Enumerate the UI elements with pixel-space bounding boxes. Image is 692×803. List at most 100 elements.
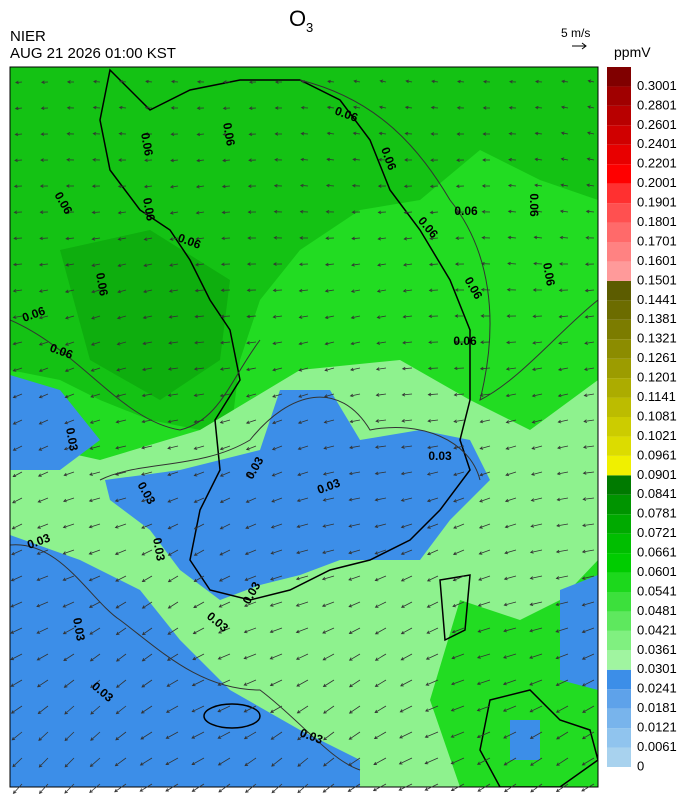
wind-arrow bbox=[374, 601, 387, 608]
wind-arrow bbox=[12, 497, 23, 504]
wind-arrow bbox=[430, 158, 439, 162]
wind-arrow bbox=[502, 679, 517, 686]
wind-arrow bbox=[348, 497, 361, 502]
wind-arrow bbox=[581, 653, 595, 660]
wind-arrow bbox=[218, 601, 231, 608]
wind-arrow bbox=[481, 261, 491, 266]
colorbar-box bbox=[607, 86, 631, 106]
wind-arrow bbox=[479, 445, 491, 450]
wind-arrow bbox=[300, 131, 309, 136]
wind-arrow bbox=[115, 393, 127, 398]
colorbar-label: 0.1801 bbox=[637, 214, 677, 229]
wind-arrow bbox=[426, 497, 439, 503]
wind-arrow bbox=[560, 157, 569, 162]
wind-arrow bbox=[480, 287, 491, 292]
wind-arrow bbox=[506, 340, 517, 345]
wind-arrow bbox=[531, 367, 543, 371]
wind-arrow bbox=[348, 705, 361, 714]
wind-arrow bbox=[247, 236, 256, 240]
wind-arrow bbox=[505, 393, 517, 398]
wind-arrow bbox=[424, 783, 439, 791]
wind-arrow bbox=[529, 627, 543, 633]
wind-arrow bbox=[529, 653, 543, 659]
wind-arrow bbox=[584, 315, 595, 319]
wind-arrow bbox=[529, 731, 543, 739]
colorbar-box bbox=[607, 592, 631, 612]
wind-arrow bbox=[270, 549, 283, 555]
wind-arrow bbox=[246, 262, 257, 266]
wind-arrow bbox=[478, 549, 491, 555]
wind-arrow bbox=[38, 262, 49, 267]
wind-arrow bbox=[10, 627, 23, 634]
colorbar-label: 0.1601 bbox=[637, 253, 677, 268]
wind-arrow bbox=[347, 783, 361, 792]
wind-arrow bbox=[454, 288, 464, 292]
wind-arrow bbox=[322, 653, 335, 661]
wind-arrow bbox=[374, 445, 387, 449]
wind-arrow bbox=[377, 210, 387, 215]
wind-arrow bbox=[482, 106, 491, 110]
wind-arrow bbox=[352, 157, 361, 162]
wind-scale-arrow bbox=[572, 42, 587, 50]
colorbar-box bbox=[607, 475, 631, 495]
wind-arrow bbox=[168, 341, 179, 345]
wind-arrow bbox=[39, 184, 49, 188]
wind-arrow bbox=[193, 601, 205, 608]
colorbar-label: 0.0361 bbox=[637, 642, 677, 657]
contour-label: 0.06 bbox=[220, 122, 238, 148]
colorbar-label: 0.0661 bbox=[637, 545, 677, 560]
wind-arrow bbox=[12, 783, 23, 795]
wind-arrow bbox=[117, 289, 127, 294]
wind-arrow bbox=[476, 731, 491, 739]
colorbar-label: 0.0061 bbox=[637, 739, 677, 754]
wind-arrow bbox=[504, 549, 517, 555]
wind-arrow bbox=[477, 601, 491, 607]
wind-arrow bbox=[65, 315, 75, 320]
wind-arrow bbox=[12, 288, 23, 293]
wind-arrow bbox=[89, 471, 101, 476]
wind-arrow bbox=[246, 288, 257, 293]
colorbar-label: 0.0541 bbox=[637, 583, 677, 598]
contour-label: 0.06 bbox=[454, 204, 478, 218]
wind-arrow bbox=[401, 366, 413, 371]
wind-arrow bbox=[377, 184, 387, 188]
wind-arrow bbox=[453, 523, 465, 529]
wind-arrow bbox=[243, 653, 257, 660]
wind-arrow bbox=[507, 261, 517, 266]
wind-arrow bbox=[36, 601, 49, 608]
wind-arrow bbox=[482, 132, 490, 136]
wind-arrow bbox=[167, 419, 179, 424]
wind-arrow bbox=[12, 419, 23, 425]
colorbar-box bbox=[607, 436, 631, 456]
wind-arrow bbox=[141, 679, 153, 688]
wind-arrow bbox=[140, 705, 153, 714]
wind-arrow bbox=[191, 783, 205, 792]
colorbar-box bbox=[607, 397, 631, 417]
wind-arrow bbox=[300, 105, 309, 110]
wind-arrow bbox=[530, 757, 543, 766]
wind-arrow bbox=[400, 497, 413, 502]
wind-arrow bbox=[64, 341, 75, 346]
wind-arrow bbox=[453, 471, 465, 476]
wind-arrow bbox=[378, 105, 387, 110]
wind-arrow bbox=[403, 236, 413, 241]
colorbar-label: 0.3001 bbox=[637, 78, 677, 93]
wind-arrow bbox=[426, 627, 439, 634]
wind-arrow bbox=[376, 315, 387, 319]
wind-arrow bbox=[221, 236, 231, 241]
wind-arrow bbox=[556, 523, 569, 528]
wind-arrow bbox=[450, 705, 465, 712]
colorbar-label: 0.1501 bbox=[637, 272, 677, 287]
wind-arrow bbox=[114, 497, 127, 503]
colorbar-label: 0.0601 bbox=[637, 564, 677, 579]
wind-arrow bbox=[167, 601, 179, 609]
wind-arrow bbox=[534, 157, 543, 162]
wind-arrow bbox=[116, 367, 127, 372]
wind-arrow bbox=[196, 106, 205, 110]
wind-arrow bbox=[429, 210, 439, 215]
wind-arrow bbox=[171, 79, 179, 84]
wind-arrow bbox=[325, 183, 335, 188]
wind-arrow bbox=[296, 705, 309, 714]
wind-arrow bbox=[91, 263, 101, 267]
wind-arrow bbox=[586, 183, 595, 188]
